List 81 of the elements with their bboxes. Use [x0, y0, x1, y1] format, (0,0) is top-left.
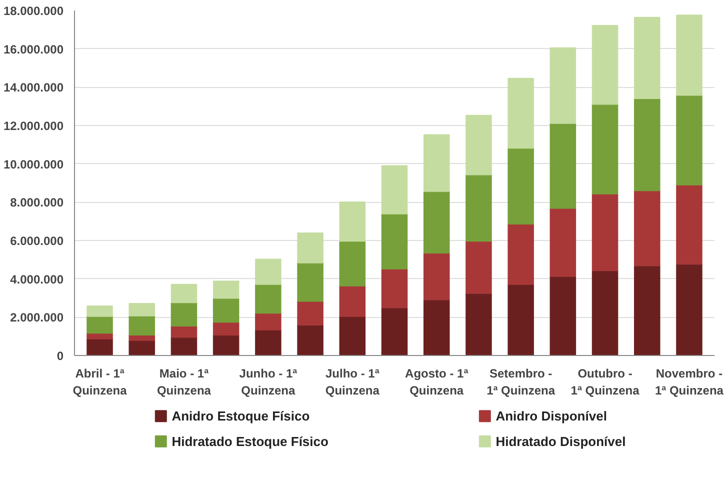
legend-label: Hidratado Disponível [496, 434, 626, 449]
bar [212, 298, 240, 323]
bar [466, 292, 492, 356]
bar [550, 208, 576, 277]
bar [339, 316, 366, 356]
y-tick-label: 2.000.000 [10, 310, 64, 325]
bar [86, 316, 113, 334]
bar [592, 104, 618, 194]
bar [592, 270, 618, 356]
x-tick-label: Outubro - 1ª Quinzena [570, 366, 640, 398]
bar [423, 134, 450, 192]
bar [297, 262, 324, 302]
bar [466, 114, 492, 176]
bar [212, 322, 240, 336]
x-tick-label: Agosto - 1ª Quinzena [405, 366, 469, 398]
bar [255, 284, 282, 314]
y-tick-label: 14.000.000 [3, 80, 64, 95]
y-tick-label: 6.000.000 [10, 234, 64, 248]
bar [676, 184, 702, 265]
bar [423, 190, 450, 254]
bar [170, 284, 198, 304]
x-tick-label: Setembro - 1ª Quinzena [486, 366, 556, 398]
bar [170, 325, 198, 338]
bar [676, 264, 702, 356]
legend-label: Anidro Estoque Físico [172, 408, 310, 424]
bar [676, 94, 702, 186]
bar [128, 315, 155, 336]
bar [423, 252, 450, 300]
bar [381, 165, 408, 214]
x-tick-label: Abril - 1ª Quinzena [72, 366, 128, 398]
bar [423, 299, 450, 356]
bar [550, 276, 576, 356]
bar [592, 24, 618, 105]
bar [508, 148, 534, 225]
bar [508, 78, 534, 149]
y-tick-label: 0 [56, 349, 64, 363]
bar [86, 332, 113, 340]
legend-label: Hidratado Estoque Físico [172, 434, 328, 449]
x-tick-label: Novembro - 1ª Quinzena [655, 366, 724, 398]
bar [339, 240, 366, 286]
bar [128, 303, 155, 316]
bar [86, 306, 113, 317]
x-tick-label: Julho - 1ª Quinzena [325, 366, 380, 398]
legend-label: Anidro Disponível [496, 408, 607, 424]
y-tick-label: 10.000.000 [3, 157, 64, 172]
bar [339, 201, 366, 242]
bar [634, 98, 660, 192]
y-tick-label: 12.000.000 [3, 119, 64, 133]
bar [634, 190, 660, 266]
x-tick-label: Maio - 1ª Quinzena [156, 366, 212, 398]
bar [128, 340, 155, 356]
x-tick-label: Junho - 1ª Quinzena [239, 366, 298, 398]
bar [86, 338, 113, 356]
bar [170, 336, 198, 356]
bar [508, 224, 534, 285]
bar [592, 193, 618, 272]
bar [550, 122, 576, 209]
bar [676, 14, 702, 96]
bar [339, 285, 366, 317]
bar [381, 268, 408, 308]
bar [255, 312, 282, 330]
bar [634, 265, 660, 356]
bar [381, 213, 408, 270]
bar [508, 284, 534, 356]
y-tick-label: 18.000.000 [3, 4, 64, 18]
bar [255, 329, 282, 356]
bar [550, 47, 576, 124]
bar [466, 240, 492, 294]
bar [212, 334, 240, 356]
bar [297, 300, 324, 326]
bar [255, 258, 282, 285]
bar [297, 232, 324, 264]
bar [466, 174, 492, 242]
y-tick-label: 8.000.000 [10, 196, 64, 210]
y-tick-label: 16.000.000 [3, 42, 64, 56]
y-tick-label: 4.000.000 [10, 272, 64, 286]
bar [170, 302, 198, 326]
bar [634, 16, 660, 99]
bar [297, 324, 324, 356]
bar [212, 280, 240, 299]
bar [381, 307, 408, 356]
